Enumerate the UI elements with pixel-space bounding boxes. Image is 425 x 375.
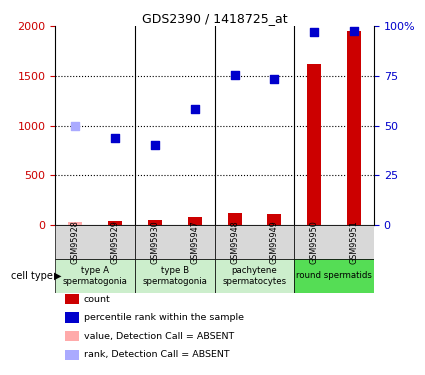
Text: ▶: ▶ bbox=[54, 271, 62, 281]
Bar bbox=[215, 225, 294, 259]
Text: rank, Detection Call = ABSENT: rank, Detection Call = ABSENT bbox=[84, 350, 230, 359]
Bar bbox=[108, 221, 122, 225]
Point bbox=[112, 135, 119, 141]
Bar bbox=[307, 64, 321, 225]
Text: GSM95929: GSM95929 bbox=[110, 220, 119, 264]
Point bbox=[231, 72, 238, 78]
Bar bbox=[135, 259, 215, 293]
Text: type B
spermatogonia: type B spermatogonia bbox=[142, 266, 207, 286]
Bar bbox=[227, 213, 241, 225]
Bar bbox=[65, 312, 79, 323]
Bar bbox=[55, 259, 135, 293]
Text: GSM95928: GSM95928 bbox=[71, 220, 79, 264]
Text: percentile rank within the sample: percentile rank within the sample bbox=[84, 313, 244, 322]
Bar bbox=[347, 31, 361, 225]
Bar bbox=[65, 350, 79, 360]
Point bbox=[311, 29, 317, 35]
Bar bbox=[135, 225, 215, 259]
Bar bbox=[65, 294, 79, 304]
Title: GDS2390 / 1418725_at: GDS2390 / 1418725_at bbox=[142, 12, 287, 25]
Bar bbox=[148, 220, 162, 225]
Point bbox=[151, 142, 158, 148]
Text: GSM95950: GSM95950 bbox=[310, 220, 319, 264]
Text: value, Detection Call = ABSENT: value, Detection Call = ABSENT bbox=[84, 332, 234, 341]
Text: type A
spermatogonia: type A spermatogonia bbox=[62, 266, 128, 286]
Text: GSM95948: GSM95948 bbox=[230, 220, 239, 264]
Text: GSM95947: GSM95947 bbox=[190, 220, 199, 264]
Bar bbox=[188, 217, 202, 225]
Text: GSM95949: GSM95949 bbox=[270, 220, 279, 264]
Point bbox=[271, 76, 278, 82]
Point bbox=[72, 123, 79, 129]
Text: count: count bbox=[84, 294, 110, 303]
Bar bbox=[267, 214, 281, 225]
Bar bbox=[68, 222, 82, 225]
Bar bbox=[55, 225, 135, 259]
Text: pachytene
spermatocytes: pachytene spermatocytes bbox=[222, 266, 286, 286]
Point bbox=[351, 28, 357, 34]
Bar bbox=[294, 225, 374, 259]
Bar bbox=[215, 259, 294, 293]
Text: GSM95951: GSM95951 bbox=[350, 220, 359, 264]
Bar bbox=[294, 259, 374, 293]
Text: cell type: cell type bbox=[11, 271, 53, 281]
Text: GSM95930: GSM95930 bbox=[150, 220, 159, 264]
Point bbox=[191, 106, 198, 112]
Text: round spermatids: round spermatids bbox=[296, 272, 372, 280]
Bar bbox=[65, 331, 79, 342]
